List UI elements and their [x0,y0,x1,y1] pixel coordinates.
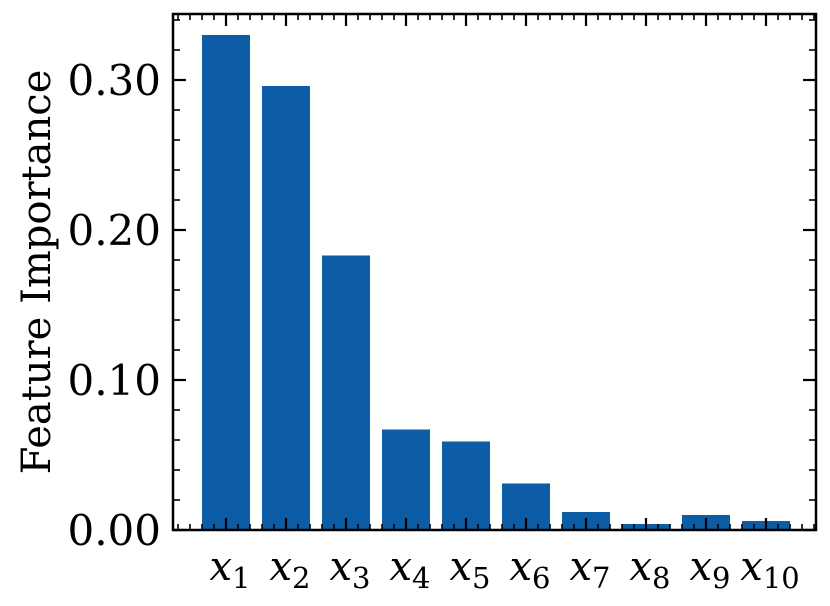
bar [442,441,490,530]
bars-group [202,35,790,530]
y-axis-label: Feature Importance [14,70,60,475]
y-tick-label: 0.00 [67,506,161,555]
x-tick-label: x8 [629,544,670,595]
x-tick-label: x5 [449,544,490,595]
y-tick-label: 0.30 [67,56,161,105]
x-tick-label: x6 [509,544,550,595]
x-tick-label: x1 [209,544,250,595]
y-tick-label: 0.10 [67,356,161,405]
x-tick-label: x7 [569,544,610,595]
ticks-group [173,14,816,532]
x-tick-label: x4 [389,544,430,595]
bar [202,35,250,530]
x-tick-label: x2 [269,544,310,595]
bar [382,429,430,530]
x-tick-label: x9 [689,544,730,595]
tick-labels-group: 0.00 0.10 0.20 0.30 x1 x2 x3 x4 x5 x6 x7 x8 x9 x10 [67,56,799,595]
x-tick-label: x10 [740,544,799,595]
bar [322,255,370,530]
bar [262,86,310,530]
y-tick-label: 0.20 [67,206,161,255]
x-tick-label: x3 [329,544,370,595]
plot-frame [171,12,818,532]
